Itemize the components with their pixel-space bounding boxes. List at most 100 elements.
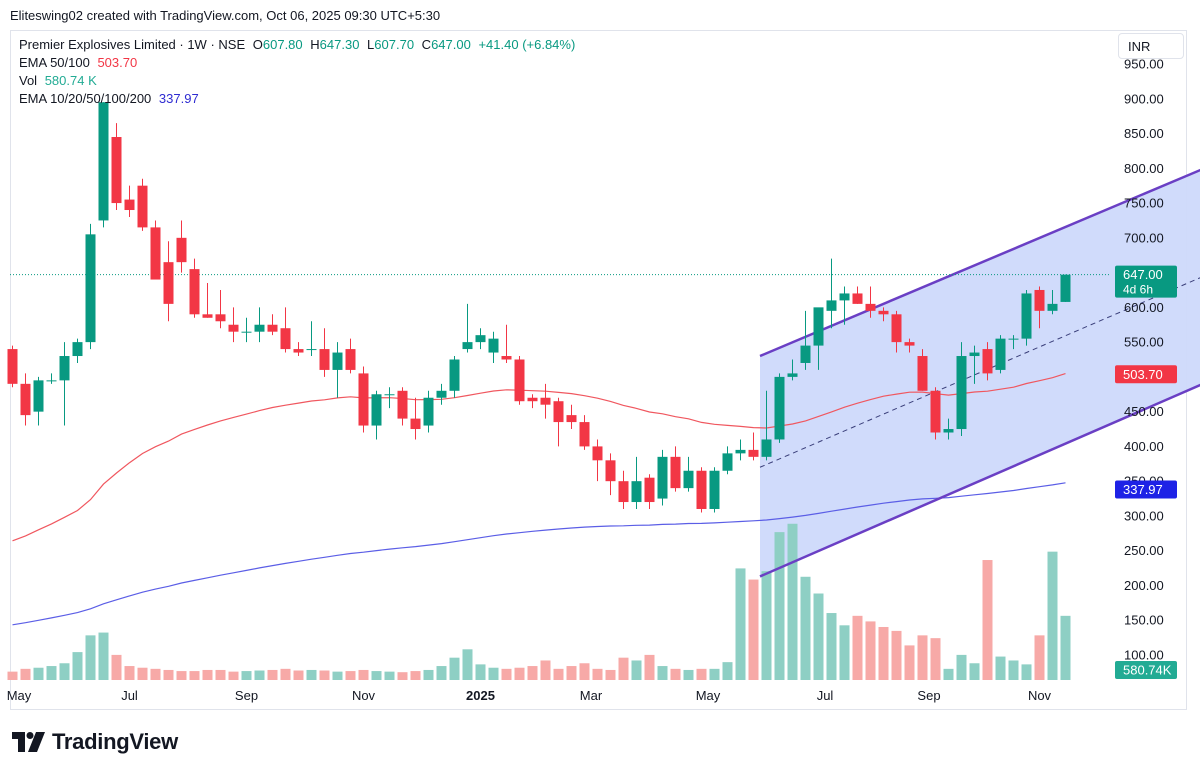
volume-bar [215,669,226,680]
volume-bar [332,671,343,680]
y-tick-label: 750.00 [1124,196,1164,211]
volume-bars [7,523,1071,680]
volume-bar [605,669,616,680]
candle-body [839,293,850,301]
tradingview-logo[interactable]: TradingView [12,729,178,755]
close-label: C [421,37,432,52]
candle-body [709,470,720,509]
x-tick-label: May [7,688,32,703]
low-label: L [367,37,375,52]
price-label-text: 503.70 [1123,367,1163,382]
price-label-text: 337.97 [1123,482,1163,497]
volume-bar [280,668,291,680]
candle-body [124,199,135,211]
low-value: 607.70 [374,37,415,52]
volume-bar [683,669,694,680]
volume-bar [358,669,369,680]
candle-body [605,460,616,482]
volume-bar [254,670,265,680]
vol-value: 580.74 K [44,73,97,88]
volume-bar [852,615,863,680]
volume-bar [410,671,421,680]
volume-bar [436,666,447,680]
y-tick-label: 700.00 [1124,230,1164,245]
y-tick-label: 450.00 [1124,404,1164,419]
candle-body [176,237,187,263]
volume-bar [46,666,57,680]
volume-bar [813,593,824,680]
volume-bar [475,664,486,680]
volume-bar [540,660,551,680]
tradingview-logo-text: TradingView [52,729,178,754]
volume-bar [917,635,928,680]
volume-bar [1034,635,1045,680]
candle-body [800,345,811,363]
candle-body [85,234,96,343]
legend-ema1-row[interactable]: EMA 50/100 503.70 [19,54,575,72]
volume-bar [137,667,148,680]
volume-bar [553,668,564,680]
candle-body [332,352,343,370]
y-tick-label: 250.00 [1124,543,1164,558]
candle-body [813,307,824,346]
price-label-box [1115,365,1177,384]
candle-body [579,422,590,447]
volume-bar [787,523,798,680]
candle-body [215,314,226,322]
volume-bar [878,626,889,680]
candle-body [865,303,876,311]
currency-selector[interactable]: INR [1118,33,1184,59]
time-axis: May Jul Sep Nov 2025 Mar May Jul Sep Nov [7,688,1052,703]
volume-bar [111,654,122,680]
candle-body [449,359,460,391]
volume-bar [761,571,772,680]
y-tick-label: 100.00 [1124,648,1164,663]
volume-bar [189,671,200,680]
volume-bar [865,621,876,680]
volume-bar [124,666,135,680]
volume-bar [501,668,512,680]
volume-bar [735,568,746,680]
ema-50-line [12,373,1066,542]
legend-ema2-row[interactable]: EMA 10/20/50/100/200 337.97 [19,90,575,108]
legend-vol-row[interactable]: Vol 580.74 K [19,72,575,90]
candle-body [1021,293,1032,339]
candle-body [150,227,161,280]
volume-bar [72,652,83,680]
volume-bar [514,667,525,680]
candle-body [657,456,668,499]
candle-body [592,446,603,461]
volume-bar [59,663,70,680]
volume-bar [696,668,707,680]
candle-body [306,349,317,351]
volume-bar [1060,615,1071,680]
volume-bar [709,668,720,680]
channel-fill-area [760,170,1200,577]
candle-body [943,429,954,433]
candle-body [358,373,369,426]
x-tick-label: Sep [235,688,258,703]
volume-bar [85,635,96,680]
volume-bar [722,662,733,680]
volume-bar [462,649,473,680]
candle-body [7,349,18,384]
candle-body [72,342,83,357]
high-value: 647.30 [319,37,360,52]
candle-body [527,397,538,402]
volume-bar [826,613,837,680]
candle-body [280,328,291,350]
ema2-value: 337.97 [158,91,199,106]
high-label: H [310,37,320,52]
candle-body [1034,289,1045,311]
x-tick-label: Mar [580,688,603,703]
volume-bar [982,560,993,680]
candle-body [1060,274,1071,302]
candle-body [345,349,356,370]
volume-bar [657,666,668,680]
y-tick-label: 300.00 [1124,508,1164,523]
y-tick-label: 400.00 [1124,439,1164,454]
symbol-name: Premier Explosives Limited · 1W · NSE [19,37,246,52]
candle-body [20,383,31,416]
volume-bar [33,667,44,680]
